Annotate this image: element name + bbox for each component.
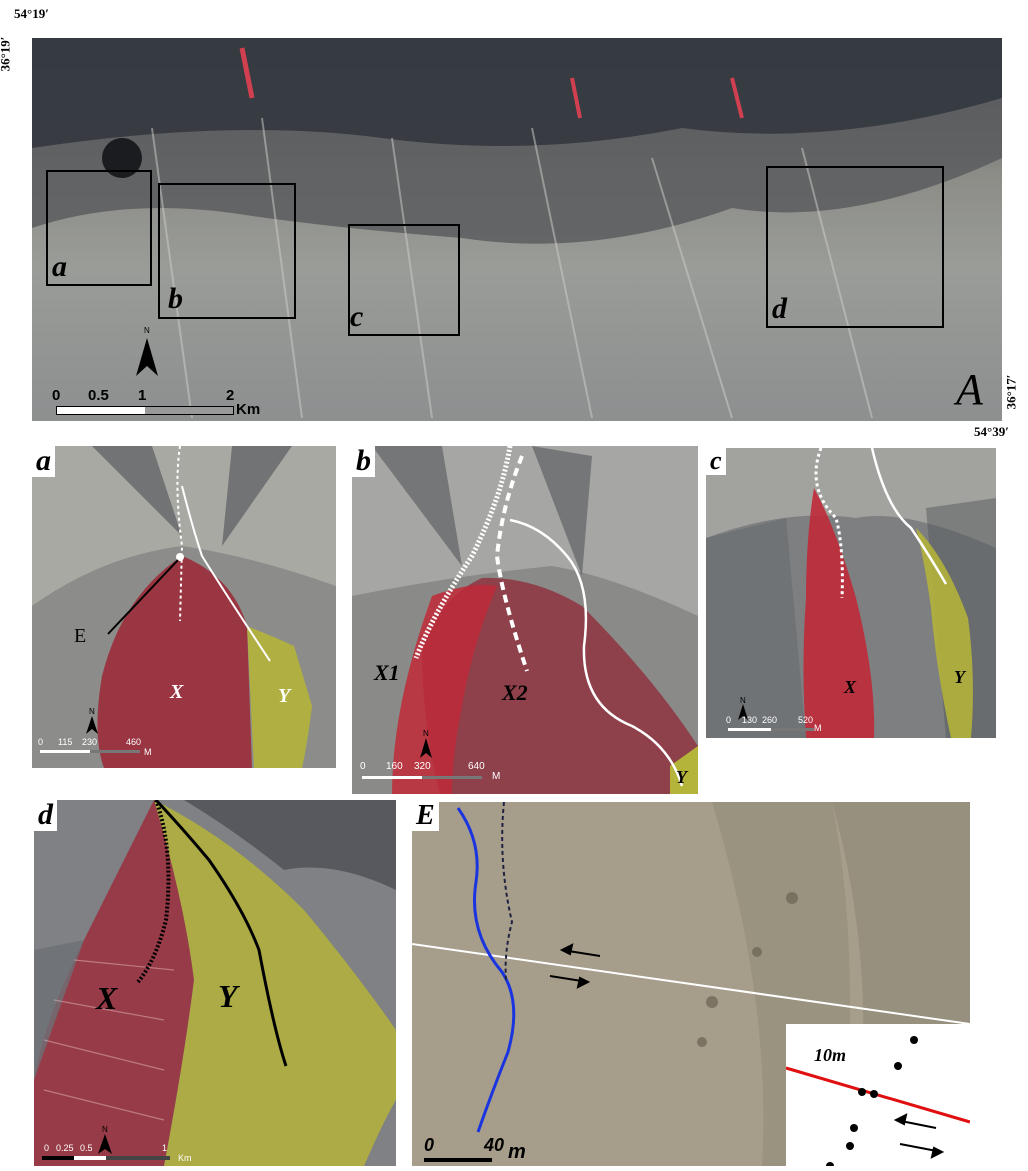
panel-c-label: c bbox=[706, 448, 726, 475]
panel-b-scale-3: 640 bbox=[468, 761, 485, 772]
panel-e: E 0 40 m 10m bbox=[412, 802, 970, 1166]
main-scale-2: 2 bbox=[226, 387, 235, 404]
panel-c-scale-unit: M bbox=[814, 723, 822, 733]
panel-b-label: b bbox=[352, 446, 375, 477]
box-a bbox=[46, 170, 152, 286]
main-scale-0: 0 bbox=[52, 387, 61, 404]
panel-b-scale-0: 0 bbox=[360, 761, 366, 772]
panel-b-north-arrow: N bbox=[418, 729, 434, 760]
panel-d-scale-0: 0 bbox=[44, 1143, 50, 1153]
panel-e-label: E bbox=[412, 802, 439, 831]
panel-d-fan-x: X bbox=[96, 980, 118, 1016]
panel-a-scale-3: 460 bbox=[126, 737, 142, 747]
panel-d-fan-y: Y bbox=[218, 978, 238, 1014]
panel-c-scale-0: 0 bbox=[726, 715, 732, 725]
panel-b-scale-2: 320 bbox=[414, 761, 431, 772]
box-b bbox=[158, 183, 296, 319]
box-a-label: a bbox=[52, 250, 67, 283]
panel-b-image bbox=[352, 446, 698, 794]
panel-e-inset: 10m bbox=[786, 1024, 970, 1166]
panel-a-fan-x: X bbox=[170, 681, 184, 703]
main-terrain-image bbox=[32, 38, 1002, 421]
panel-d-scale-bar bbox=[42, 1156, 170, 1160]
panel-d-scale-1: 0.25 bbox=[56, 1143, 74, 1153]
panel-a-fan-y: Y bbox=[278, 685, 291, 707]
panel-c-scale-1: 130 bbox=[742, 715, 758, 725]
panel-d-label: d bbox=[34, 800, 57, 831]
main-scale-05: 0.5 bbox=[88, 387, 109, 404]
coord-bottom-right-lon: 54°39′ bbox=[974, 424, 1009, 439]
panel-a-north-arrow: N bbox=[84, 707, 100, 736]
panel-b-scale-1: 160 bbox=[386, 761, 403, 772]
main-satellite-panel: a b c d A N 0 0.5 1 2 Km bbox=[32, 38, 1002, 421]
panel-d-north-arrow: N bbox=[96, 1125, 114, 1156]
main-north-arrow: N bbox=[132, 326, 162, 380]
panel-e-scale-40: 40 bbox=[484, 1135, 505, 1155]
panel-a-scale-1: 115 bbox=[58, 737, 73, 747]
coord-top-left-lon: 54°19′ bbox=[14, 6, 49, 21]
panel-a-scale-bar bbox=[40, 750, 140, 753]
panel-c-image bbox=[706, 448, 996, 738]
box-d bbox=[766, 166, 944, 328]
panel-b-scale-bar bbox=[362, 776, 482, 779]
panel-e-scale-0: 0 bbox=[424, 1135, 435, 1155]
main-scale-1: 1 bbox=[138, 387, 147, 404]
panel-a-scale-0: 0 bbox=[38, 737, 44, 747]
panel-d-image bbox=[34, 800, 396, 1166]
panel-c-scale-2: 260 bbox=[762, 715, 778, 725]
box-b-label: b bbox=[168, 282, 183, 315]
panel-c: c X Y N 0 130 260 520 M bbox=[706, 448, 996, 738]
coord-bottom-right-lat: 36°17′ bbox=[1003, 374, 1019, 410]
panel-a-point-e: E bbox=[74, 625, 87, 647]
panel-b: b X1 X2 Y N 0 160 320 640 M bbox=[352, 446, 698, 794]
panel-b-fan-x2: X2 bbox=[502, 680, 528, 705]
panel-d-scale-2: 0.5 bbox=[80, 1143, 93, 1153]
panel-a: a E X Y N 0 115 230 460 M bbox=[32, 446, 336, 768]
box-d-label: d bbox=[772, 292, 787, 325]
main-scale-bar bbox=[56, 406, 234, 415]
panel-b-fan-y: Y bbox=[676, 767, 687, 787]
box-c bbox=[348, 224, 460, 336]
panel-b-fan-x1: X1 bbox=[374, 660, 400, 685]
panel-a-scale-2: 230 bbox=[82, 737, 98, 747]
panel-d-scale-unit: Km bbox=[178, 1153, 192, 1163]
panel-c-scale-3: 520 bbox=[798, 715, 814, 725]
panel-b-scale-unit: M bbox=[492, 771, 501, 782]
coord-top-left-lat: 36°19′ bbox=[0, 36, 13, 72]
panel-e-inset-label: 10m bbox=[814, 1045, 847, 1065]
panel-a-scale-unit: M bbox=[144, 747, 152, 757]
panel-d-scale-3: 1 bbox=[162, 1143, 168, 1153]
panel-a-label: a bbox=[32, 446, 55, 477]
panel-e-scale-unit: m bbox=[508, 1141, 526, 1163]
panel-d: d X Y N 0 0.25 0.5 1 Km bbox=[34, 800, 396, 1166]
panel-a-image bbox=[32, 446, 336, 768]
main-scale-unit: Km bbox=[236, 401, 261, 418]
panel-e-scale-bar bbox=[424, 1158, 492, 1162]
main-panel-label: A bbox=[956, 365, 983, 414]
panel-c-north-arrow: N bbox=[736, 696, 750, 722]
panel-e-inset-diagram bbox=[786, 1036, 970, 1166]
panel-c-scale-bar bbox=[728, 728, 814, 731]
panel-c-fan-y: Y bbox=[954, 667, 965, 687]
box-c-label: c bbox=[350, 300, 364, 333]
panel-c-fan-x: X bbox=[844, 677, 857, 697]
